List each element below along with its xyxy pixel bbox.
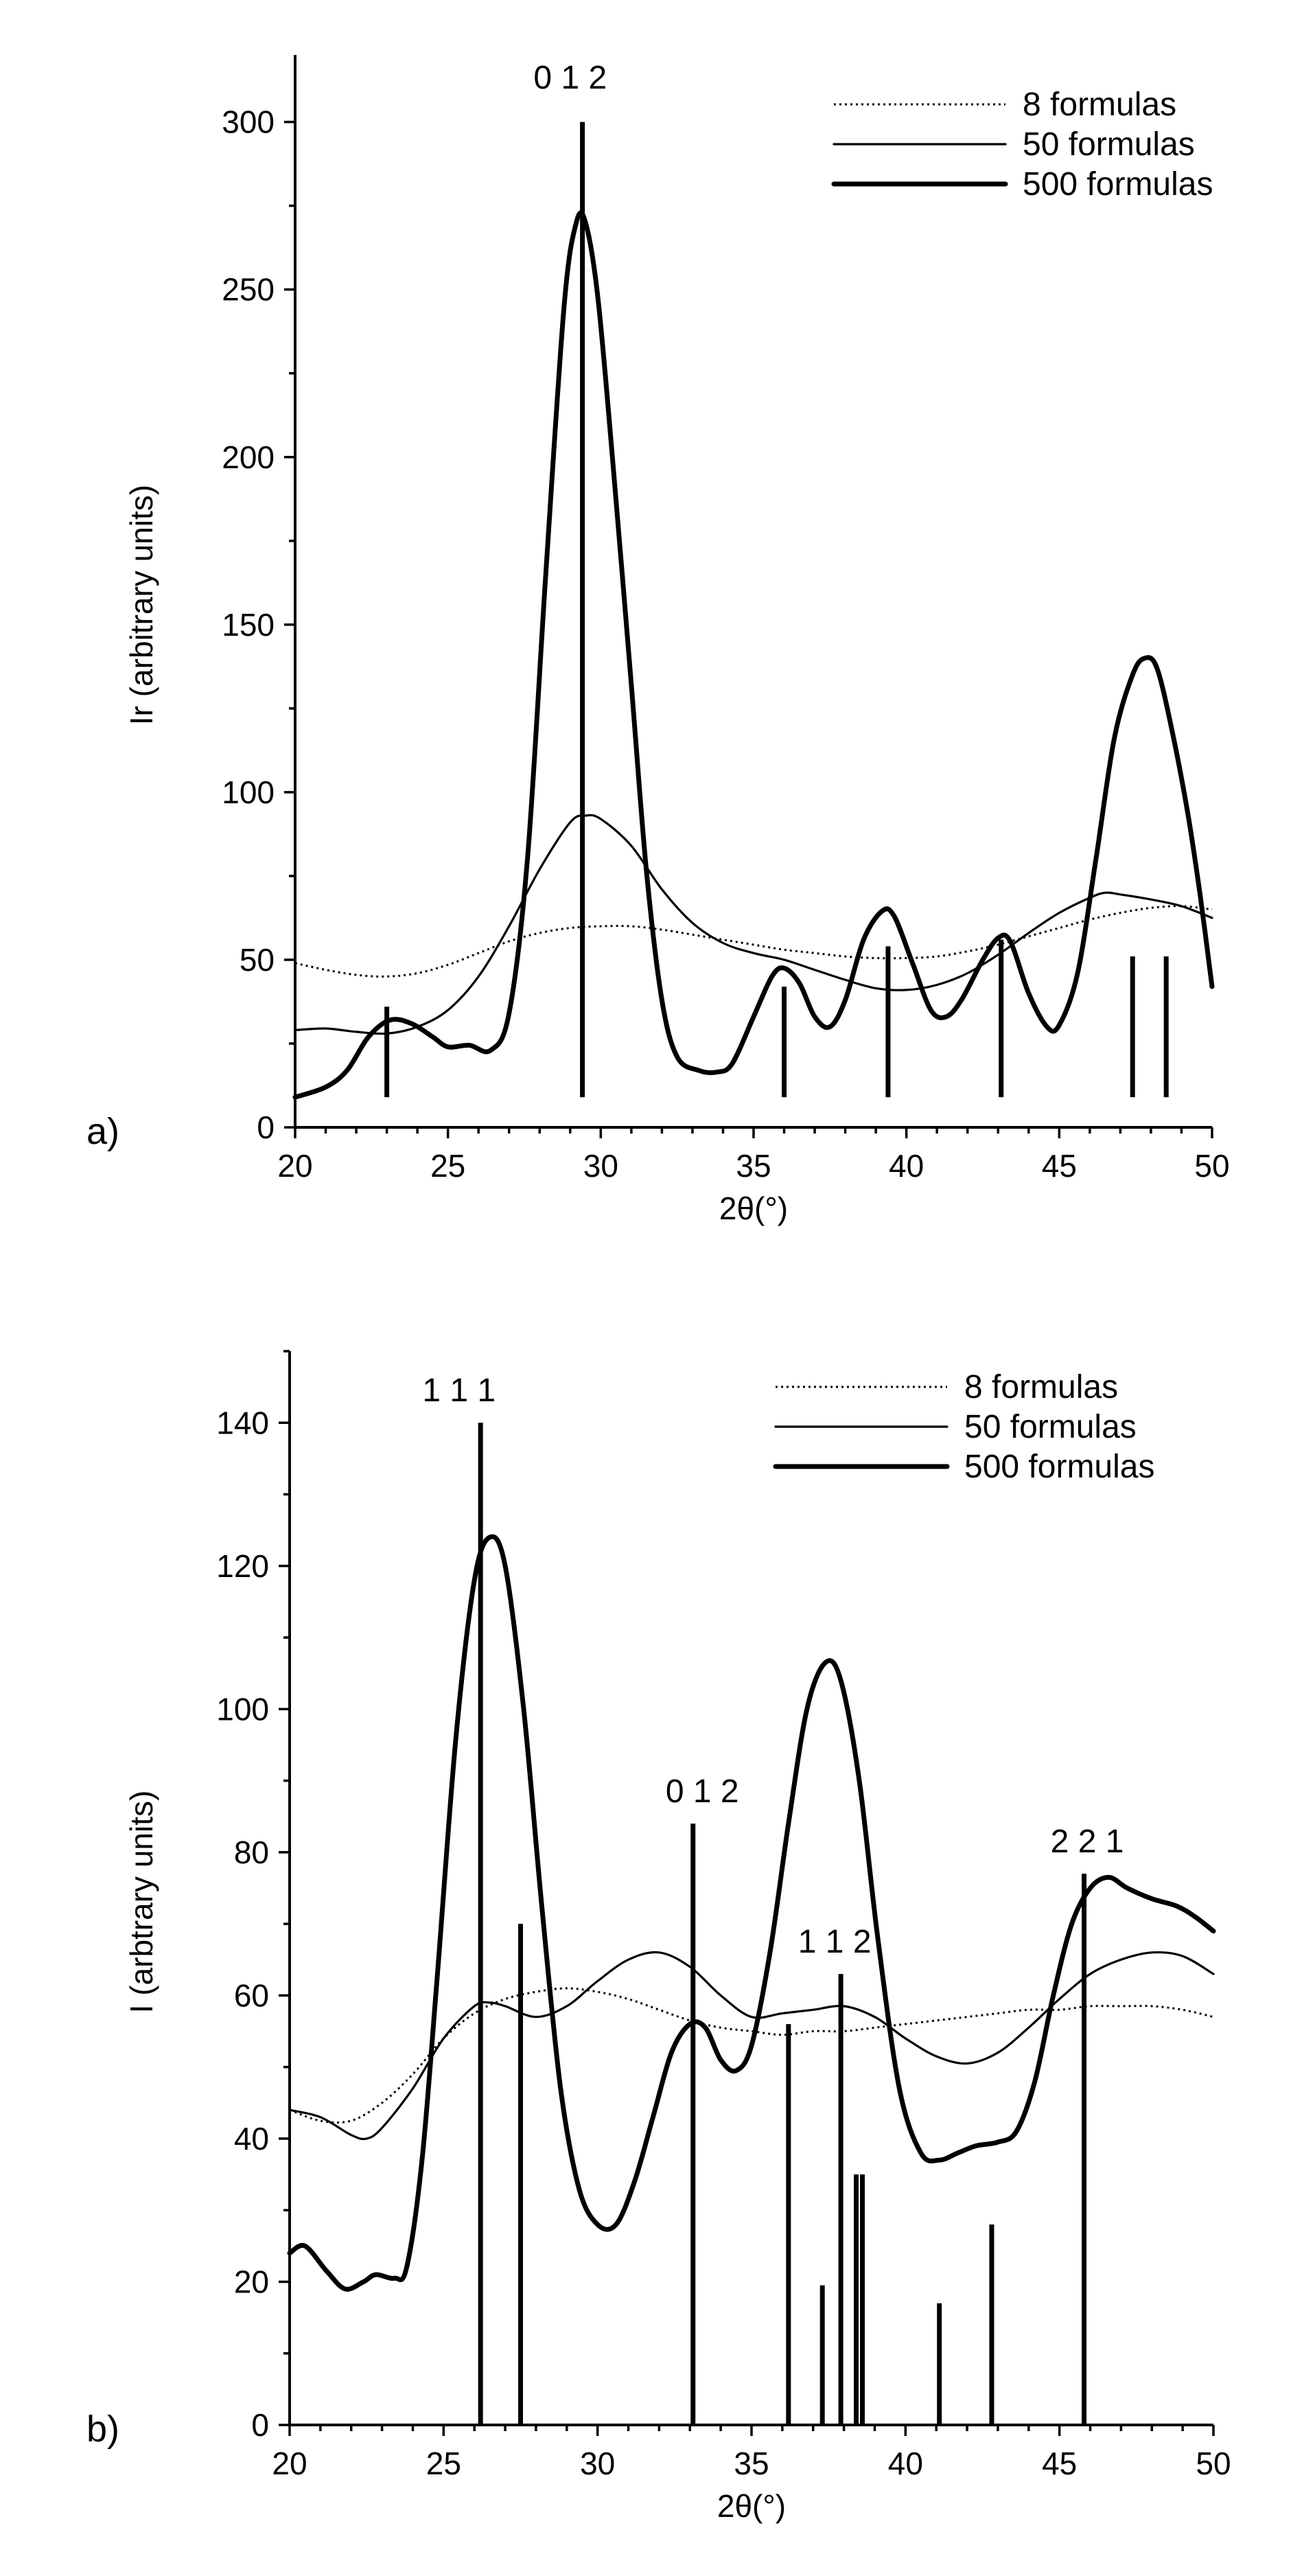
x-tick-label: 45 [1042, 2446, 1077, 2481]
peak-label: 2 2 1 [1051, 1824, 1124, 1860]
y-tick-label: 140 [216, 1405, 269, 1440]
series-line-50-formulas [294, 814, 1213, 1035]
x-tick-label: 20 [272, 2446, 307, 2481]
legend-label: 50 formulas [964, 1409, 1137, 1445]
x-tick-label: 50 [1194, 1148, 1229, 1184]
y-tick-label: 100 [216, 1691, 269, 1727]
y-tick-label: 0 [257, 1109, 275, 1145]
panel-a: 0 50 100 150 200 250 300 20 25 30 35 40 45 50 2θ(°) Ir … [86, 55, 1230, 1226]
series-line-8-formulas [289, 1987, 1214, 2124]
y-tick-label: 120 [216, 1548, 269, 1584]
x-tick-label: 40 [889, 1148, 924, 1184]
x-tick-label: 40 [888, 2446, 923, 2481]
y-tick-label: 0 [251, 2407, 269, 2443]
peak-label: 0 1 2 [666, 1773, 739, 1810]
legend-label: 8 formulas [1023, 87, 1176, 123]
peak-label: 1 1 1 [422, 1372, 496, 1409]
legend-label: 500 formulas [964, 1449, 1154, 1485]
x-tick-label: 35 [736, 1148, 771, 1184]
y-tick-label: 100 [222, 774, 275, 810]
x-tick-label: 30 [583, 1148, 618, 1184]
panel-label: b) [86, 2408, 119, 2450]
x-tick-label: 50 [1196, 2446, 1231, 2481]
x-tick-label: 35 [734, 2446, 769, 2481]
y-tick-label: 200 [222, 439, 275, 475]
y-tick-label: 300 [222, 104, 275, 140]
y-tick-label: 60 [234, 1977, 269, 2013]
y-axis-title: Ir (arbitrary units) [124, 485, 159, 725]
peak-label: 0 1 2 [533, 60, 607, 96]
y-tick-label: 150 [222, 607, 275, 643]
peak-label: 1 1 2 [798, 1924, 872, 1960]
x-axis-title: 2θ(°) [719, 1191, 788, 1226]
x-tick-label: 25 [426, 2446, 461, 2481]
x-tick-label: 25 [430, 1148, 465, 1184]
x-tick-label: 45 [1042, 1148, 1077, 1184]
legend-label: 50 formulas [1023, 126, 1195, 163]
x-tick-label: 20 [277, 1148, 312, 1184]
x-tick-label: 30 [580, 2446, 615, 2481]
y-tick-label: 250 [222, 272, 275, 308]
panel-label: a) [86, 1111, 119, 1152]
series-line-500-formulas [292, 210, 1215, 1100]
series-line-500-formulas [287, 1534, 1216, 2292]
x-axis-title: 2θ(°) [717, 2488, 786, 2524]
legend-label: 8 formulas [964, 1369, 1118, 1405]
y-tick-label: 20 [234, 2264, 269, 2299]
y-tick-label: 50 [240, 942, 275, 978]
series-line-8-formulas [294, 905, 1213, 978]
y-axis-title: I (arbtrary units) [124, 1791, 159, 2014]
y-tick-label: 80 [234, 1835, 269, 1870]
y-tick-label: 40 [234, 2121, 269, 2157]
legend-label: 500 formulas [1023, 166, 1213, 203]
